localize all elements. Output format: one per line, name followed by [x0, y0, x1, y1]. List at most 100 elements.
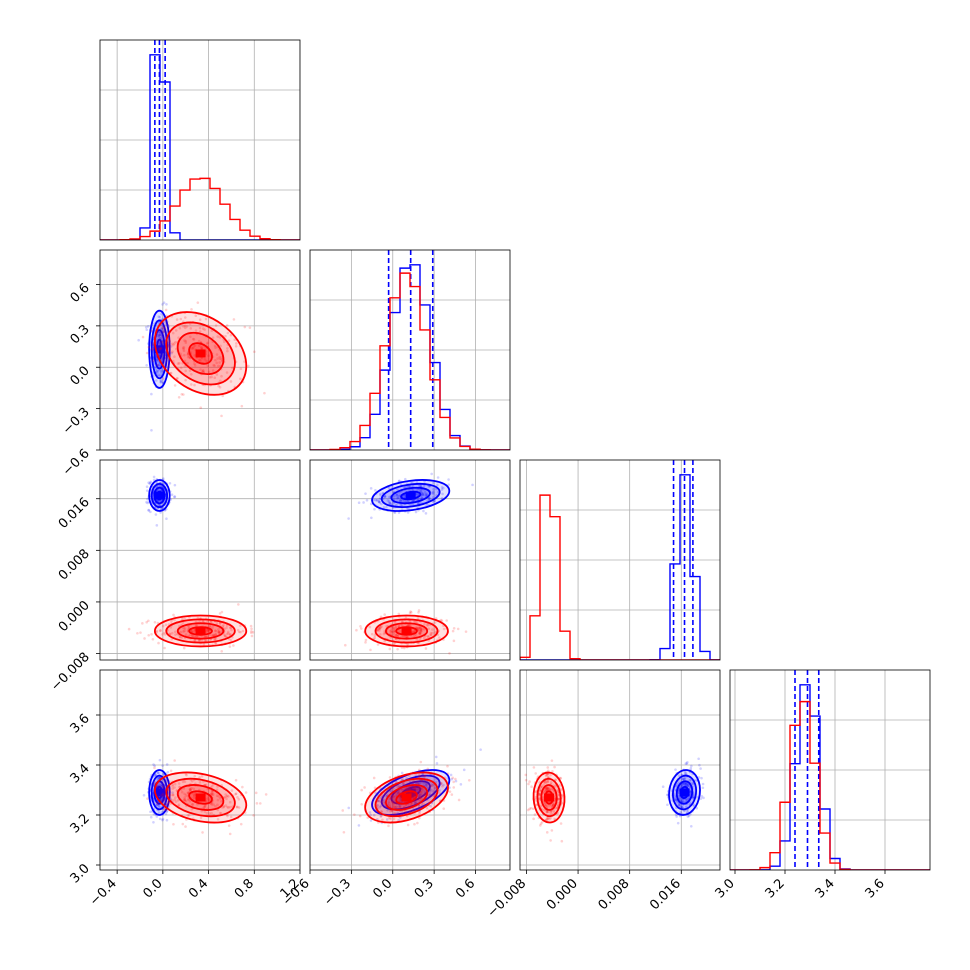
scatter-point: [433, 621, 437, 624]
scatter-point: [430, 784, 434, 787]
scatter-point: [151, 347, 155, 350]
scatter-point: [406, 623, 410, 627]
scatter-point: [157, 335, 161, 339]
scatter-point: [187, 798, 190, 802]
scatter-point: [180, 790, 184, 794]
scatter-point: [156, 363, 160, 367]
scatter-point: [186, 791, 190, 795]
scatter-point: [155, 369, 159, 373]
scatter-point: [163, 633, 167, 636]
scatter-point: [163, 646, 166, 650]
scatter-point: [429, 633, 433, 637]
scatter-point: [417, 484, 421, 488]
scatter-point: [409, 503, 412, 507]
scatter-point: [184, 772, 188, 776]
y-tick-label: 0.016: [56, 495, 93, 532]
scatter-point: [222, 623, 225, 627]
scatter-point: [419, 797, 423, 800]
scatter-point: [146, 497, 149, 501]
scatter-point: [211, 336, 215, 339]
scatter-point: [534, 790, 537, 794]
scatter-point: [167, 788, 170, 792]
scatter-point: [417, 626, 420, 630]
scatter-point: [545, 810, 549, 814]
scatter-point: [369, 487, 373, 490]
scatter-point: [203, 358, 207, 361]
y-tick-label: 3.6: [68, 711, 93, 736]
scatter-point: [199, 368, 202, 371]
scatter-point: [153, 780, 157, 784]
scatter-point: [442, 807, 446, 810]
scatter-point: [685, 782, 689, 785]
histogram-series-1: [100, 177, 300, 240]
scatter-point: [549, 773, 552, 777]
scatter-point: [153, 620, 157, 624]
scatter-point: [400, 503, 404, 507]
scatter-point: [225, 632, 229, 636]
scatter-point: [149, 510, 152, 514]
scatter-point: [159, 380, 163, 384]
scatter-point: [162, 301, 166, 305]
scatter-point: [183, 617, 186, 621]
scatter-point: [216, 628, 220, 631]
scatter-point: [229, 626, 232, 629]
panel-3-2: [520, 670, 720, 870]
scatter-point: [182, 346, 186, 349]
scatter-point: [157, 363, 161, 367]
scatter-point: [427, 485, 431, 488]
scatter-point: [545, 831, 549, 834]
scatter-point: [392, 795, 395, 799]
scatter-point: [161, 624, 165, 628]
scatter-point: [210, 811, 213, 815]
scatter-point: [157, 347, 161, 350]
scatter-point: [170, 620, 173, 624]
scatter-point: [401, 620, 404, 623]
scatter-point: [379, 804, 383, 808]
scatter-point: [157, 373, 161, 376]
scatter-point: [417, 611, 420, 614]
scatter-point: [422, 802, 425, 805]
scatter-point: [389, 817, 392, 821]
scatter-point: [395, 493, 399, 497]
scatter-point: [178, 635, 182, 639]
scatter-point: [388, 495, 391, 499]
scatter-point: [414, 510, 418, 514]
scatter-point: [164, 812, 168, 816]
scatter-point: [145, 351, 149, 355]
scatter-point: [159, 378, 162, 382]
scatter-point: [161, 764, 164, 767]
scatter-point: [211, 369, 215, 372]
scatter-point: [539, 786, 543, 789]
scatter-point: [549, 816, 552, 820]
scatter-point: [674, 798, 678, 802]
panel-frame: [99, 459, 301, 661]
density-peak: [154, 788, 165, 797]
scatter-point: [184, 326, 187, 330]
scatter-point: [422, 493, 426, 497]
scatter-point: [206, 341, 210, 345]
scatter-point: [158, 333, 161, 337]
scatter-point: [158, 315, 162, 319]
scatter-point: [198, 358, 201, 362]
scatter-point: [154, 513, 158, 516]
scatter-point: [390, 627, 394, 631]
scatter-point: [347, 517, 350, 520]
scatter-point: [550, 812, 553, 816]
scatter-point: [419, 628, 423, 632]
scatter-point: [390, 630, 394, 634]
scatter-point: [161, 785, 165, 789]
scatter-point: [403, 646, 406, 650]
scatter-point: [471, 483, 474, 487]
scatter-point: [417, 768, 421, 772]
scatter-point: [161, 633, 164, 636]
scatter-point: [146, 325, 150, 328]
scatter-point: [389, 809, 392, 813]
scatter-point: [243, 325, 247, 329]
scatter-point: [421, 788, 425, 791]
scatter-point: [158, 503, 162, 507]
scatter-point: [432, 481, 435, 485]
scatter-point: [353, 813, 356, 816]
scatter-point: [683, 782, 686, 786]
scatter-point: [406, 511, 410, 514]
scatter-point: [378, 627, 382, 631]
